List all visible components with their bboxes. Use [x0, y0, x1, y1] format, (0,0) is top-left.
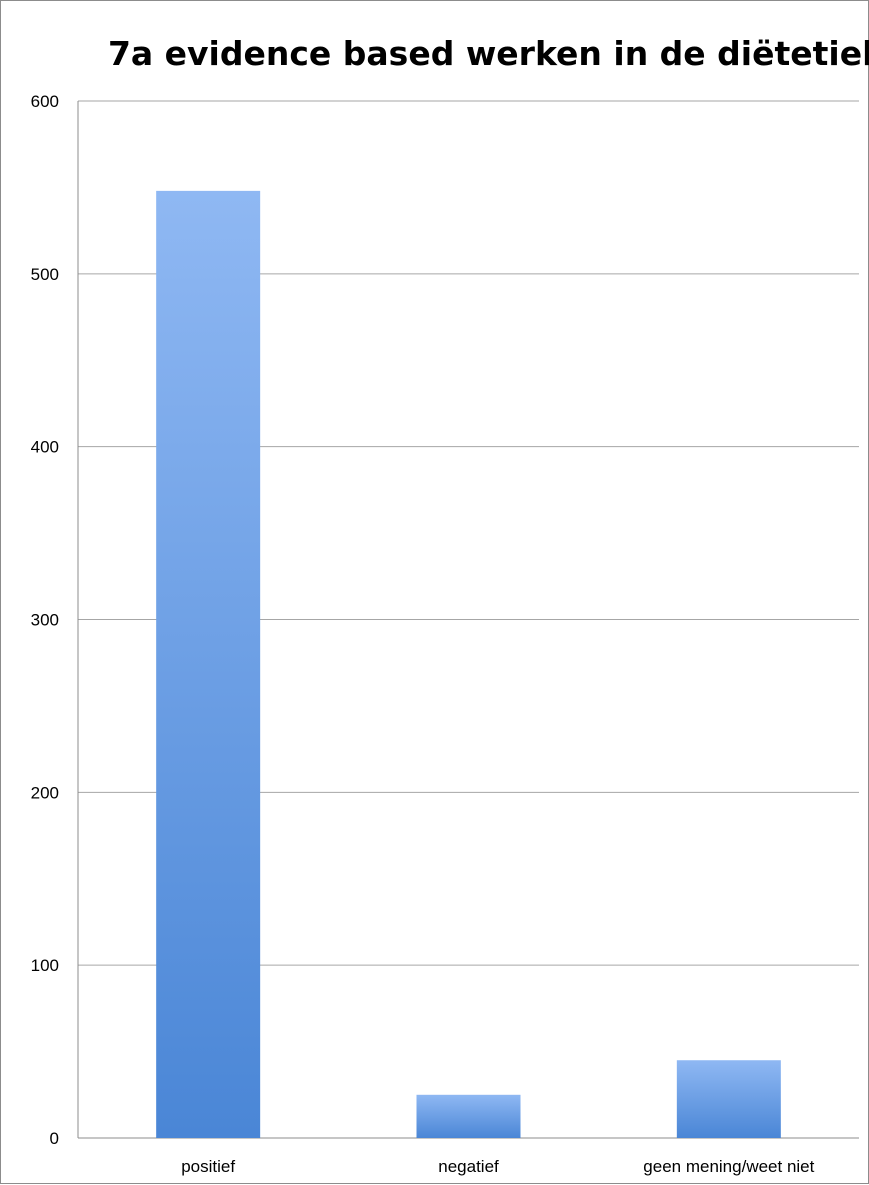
x-category-label: positief: [181, 1157, 235, 1176]
y-tick-label: 0: [50, 1129, 59, 1148]
y-tick-label: 300: [31, 611, 59, 630]
x-category-labels: positief negatief geen mening/weet niet: [181, 1157, 814, 1176]
bars: [156, 190, 781, 1138]
chart-title: 7a evidence based werken in de diëtetiek: [108, 34, 869, 73]
y-tick-label: 100: [31, 956, 59, 975]
y-tick-label: 600: [31, 92, 59, 111]
bar-negatief: [416, 1094, 521, 1138]
x-category-label: negatief: [438, 1157, 499, 1176]
bar-positief: [156, 190, 261, 1138]
y-tick-label: 200: [31, 783, 59, 802]
bar-geen-mening-weet-niet: [676, 1060, 781, 1138]
x-category-label: geen mening/weet niet: [643, 1157, 814, 1176]
y-tick-label: 500: [31, 265, 59, 284]
y-tick-label: 400: [31, 438, 59, 457]
y-tick-labels: 0 100 200 300 400 500 600: [31, 92, 59, 1148]
